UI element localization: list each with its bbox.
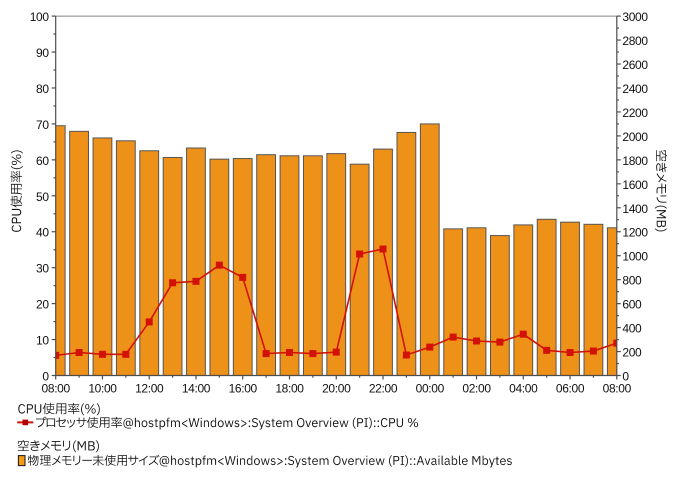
svg-text:50: 50 xyxy=(36,190,49,204)
svg-text:2400: 2400 xyxy=(622,82,648,96)
svg-text:02:00: 02:00 xyxy=(462,381,491,395)
svg-text:12:00: 12:00 xyxy=(135,381,164,395)
svg-text:2800: 2800 xyxy=(622,34,648,48)
svg-text:2200: 2200 xyxy=(622,106,648,120)
svg-text:04:00: 04:00 xyxy=(509,381,538,395)
svg-text:10:00: 10:00 xyxy=(88,381,117,395)
svg-text:20:00: 20:00 xyxy=(322,381,351,395)
svg-text:3000: 3000 xyxy=(622,10,648,24)
svg-text:2000: 2000 xyxy=(622,130,648,144)
svg-text:600: 600 xyxy=(622,298,642,312)
svg-text:18:00: 18:00 xyxy=(275,381,304,395)
svg-text:400: 400 xyxy=(622,322,642,336)
svg-text:08:00: 08:00 xyxy=(603,381,632,395)
svg-text:08:00: 08:00 xyxy=(42,381,71,395)
svg-text:0: 0 xyxy=(42,370,49,384)
svg-text:70: 70 xyxy=(36,118,49,132)
svg-text:14:00: 14:00 xyxy=(182,381,211,395)
svg-text:1000: 1000 xyxy=(622,250,648,264)
svg-text:90: 90 xyxy=(36,46,49,60)
svg-text:1400: 1400 xyxy=(622,202,648,216)
svg-text:80: 80 xyxy=(36,82,49,96)
svg-text:1800: 1800 xyxy=(622,154,648,168)
svg-text:06:00: 06:00 xyxy=(556,381,585,395)
svg-text:22:00: 22:00 xyxy=(369,381,398,395)
svg-text:0: 0 xyxy=(622,370,629,384)
svg-text:16:00: 16:00 xyxy=(229,381,258,395)
svg-text:00:00: 00:00 xyxy=(416,381,445,395)
svg-text:20: 20 xyxy=(36,298,49,312)
svg-text:1600: 1600 xyxy=(622,178,648,192)
svg-text:1200: 1200 xyxy=(622,226,648,240)
svg-text:30: 30 xyxy=(36,262,49,276)
svg-text:10: 10 xyxy=(36,334,49,348)
svg-text:200: 200 xyxy=(622,346,642,360)
svg-text:40: 40 xyxy=(36,226,49,240)
svg-text:100: 100 xyxy=(30,10,50,24)
svg-text:800: 800 xyxy=(622,274,642,288)
svg-text:2600: 2600 xyxy=(622,58,648,72)
svg-text:60: 60 xyxy=(36,154,49,168)
